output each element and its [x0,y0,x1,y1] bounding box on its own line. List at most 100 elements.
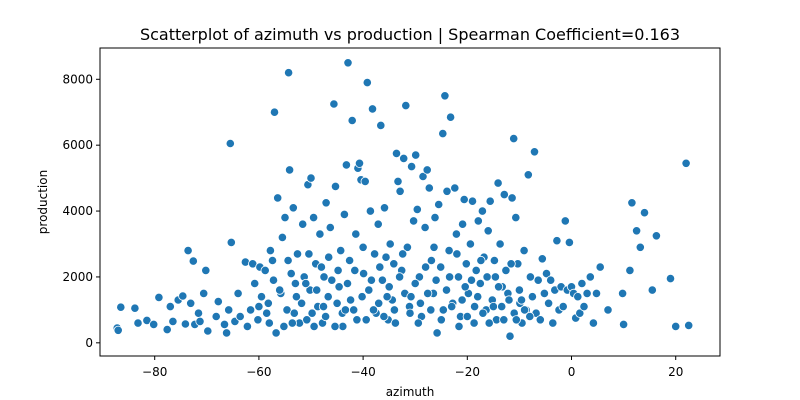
data-point-114 [406,162,417,172]
data-point-294 [444,272,455,282]
data-point-191 [560,216,570,226]
data-point-8 [162,324,172,335]
data-point-238 [361,315,371,325]
data-point-31 [233,288,243,298]
data-point-134 [445,112,456,122]
data-point-284 [368,305,379,315]
data-point-35 [246,305,256,315]
data-point-280 [333,265,343,275]
data-point-173 [523,170,533,180]
data-point-58 [296,298,307,308]
x-axis-title: azimuth [386,385,435,399]
data-point-243 [389,305,399,315]
data-point-262 [488,301,498,312]
data-point-246 [405,308,415,318]
data-point-240 [374,298,384,308]
data-point-247 [410,278,420,289]
data-point-103 [385,239,395,249]
data-point-83 [347,115,357,126]
data-point-153 [483,226,493,236]
data-point-150 [477,206,487,216]
data-point-13 [180,319,190,329]
data-point-51 [283,68,294,78]
data-point-138 [453,272,464,282]
data-point-242 [384,282,394,292]
data-point-210 [627,198,637,208]
data-point-184 [546,275,556,285]
x-tick-label-0: −80 [142,365,167,379]
data-point-181 [539,288,550,298]
data-point-142 [461,259,471,269]
data-point-99 [377,275,387,285]
data-point-48 [277,232,287,242]
data-point-185 [548,318,558,328]
data-point-201 [582,288,592,298]
data-point-256 [457,295,467,305]
data-point-278 [324,252,334,262]
data-point-112 [402,242,412,252]
data-point-145 [467,196,478,206]
data-point-105 [389,259,399,269]
data-point-178 [533,275,543,285]
data-point-41 [263,298,273,308]
data-point-124 [426,255,436,266]
data-point-187 [552,236,562,246]
data-point-118 [414,272,424,282]
data-point-23 [211,311,221,322]
data-point-272 [268,275,279,285]
data-point-15 [186,298,196,308]
data-point-101 [381,252,391,262]
plot-frame [99,47,721,357]
data-point-291 [423,288,433,298]
data-point-239 [366,275,376,285]
data-point-54 [288,203,298,213]
data-point-222 [275,285,285,295]
data-point-258 [466,275,477,285]
data-point-110 [399,153,409,163]
data-point-108 [395,186,405,196]
data-point-65 [308,213,319,223]
data-point-212 [635,242,645,252]
data-point-129 [436,262,446,272]
data-point-34 [242,321,252,331]
data-point-87 [354,158,365,168]
data-point-156 [489,255,499,266]
data-point-93 [365,206,375,216]
data-point-40 [260,265,270,275]
data-point-64 [307,308,317,318]
data-point-161 [499,190,509,200]
data-point-141 [459,194,469,205]
data-point-301 [497,301,507,312]
data-point-226 [302,315,312,325]
data-point-225 [291,292,301,302]
data-point-100 [379,203,390,213]
data-point-56 [292,249,303,259]
data-point-267 [514,285,525,295]
data-point-16 [188,256,198,266]
data-point-25 [219,319,230,329]
data-point-285 [375,262,385,272]
data-point-89 [358,268,369,279]
data-point-268 [519,305,530,315]
x-tick-label-2: −40 [350,365,375,379]
data-point-127 [432,328,442,338]
data-point-107 [393,176,403,186]
data-point-38 [253,315,263,325]
data-point-180 [537,254,547,264]
data-point-275 [301,278,311,289]
data-point-297 [469,301,480,312]
data-point-299 [484,318,494,328]
data-point-251 [431,275,441,285]
data-point-162 [501,265,511,275]
data-point-276 [309,321,319,331]
data-point-249 [420,262,431,272]
data-point-126 [430,213,440,223]
data-point-147 [471,265,481,275]
data-point-19 [195,316,205,326]
data-point-117 [412,204,422,214]
data-point-193 [564,237,575,247]
data-point-45 [271,328,281,338]
data-point-122 [422,165,432,175]
data-point-205 [595,262,605,272]
